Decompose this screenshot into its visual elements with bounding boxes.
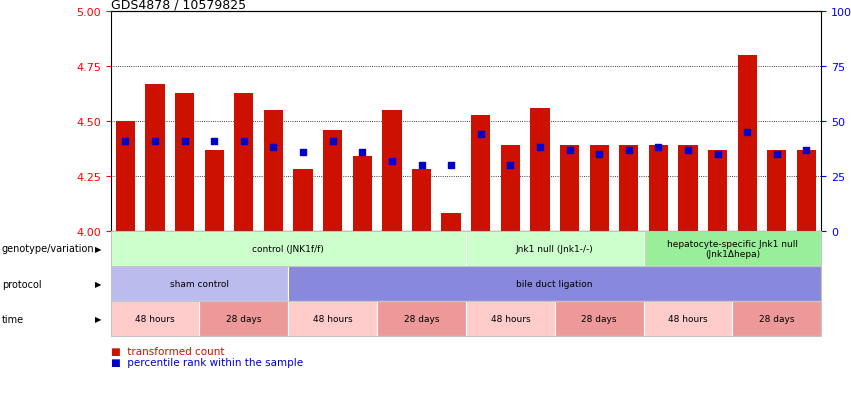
Point xyxy=(770,152,784,158)
Bar xyxy=(466,231,495,308)
Bar xyxy=(530,109,550,231)
Bar xyxy=(323,131,342,231)
Bar xyxy=(437,231,466,308)
Text: 48 hours: 48 hours xyxy=(490,315,530,323)
Bar xyxy=(140,231,170,308)
Text: 28 days: 28 days xyxy=(403,315,439,323)
Bar xyxy=(733,231,762,308)
Point xyxy=(533,145,546,152)
Point xyxy=(652,145,665,152)
Point xyxy=(800,147,814,154)
Point xyxy=(148,138,162,145)
Bar xyxy=(590,146,608,231)
Text: 48 hours: 48 hours xyxy=(668,315,708,323)
Point xyxy=(266,145,280,152)
Bar xyxy=(116,122,135,231)
Point xyxy=(444,162,458,169)
Text: ▶: ▶ xyxy=(94,315,101,323)
Text: 48 hours: 48 hours xyxy=(313,315,352,323)
Text: Jnk1 null (Jnk1-/-): Jnk1 null (Jnk1-/-) xyxy=(516,244,594,253)
Point xyxy=(563,147,576,154)
Bar xyxy=(352,157,372,231)
Bar xyxy=(762,231,791,308)
Point xyxy=(356,149,369,156)
Bar xyxy=(199,231,229,308)
Text: GDS4878 / 10579825: GDS4878 / 10579825 xyxy=(111,0,246,11)
Bar xyxy=(585,231,614,308)
Bar xyxy=(146,85,164,231)
Bar xyxy=(407,231,437,308)
Bar xyxy=(614,231,643,308)
Text: 48 hours: 48 hours xyxy=(135,315,174,323)
Text: ▶: ▶ xyxy=(94,280,101,288)
Text: 28 days: 28 days xyxy=(226,315,261,323)
Bar xyxy=(703,231,733,308)
Bar xyxy=(673,231,703,308)
Point xyxy=(386,158,399,164)
Bar xyxy=(768,150,786,231)
Text: bile duct ligation: bile duct ligation xyxy=(517,280,593,288)
Text: genotype/variation: genotype/variation xyxy=(2,244,94,254)
Bar xyxy=(442,214,460,231)
Text: control (JNK1f/f): control (JNK1f/f) xyxy=(253,244,324,253)
Point xyxy=(296,149,310,156)
Bar xyxy=(560,146,580,231)
Bar xyxy=(229,231,259,308)
Bar xyxy=(620,146,638,231)
Bar xyxy=(495,231,525,308)
Point xyxy=(711,152,724,158)
Bar xyxy=(678,146,698,231)
Bar xyxy=(797,150,816,231)
Point xyxy=(118,138,132,145)
Bar xyxy=(259,231,288,308)
Bar xyxy=(555,231,585,308)
Point xyxy=(622,147,636,154)
Text: ■  percentile rank within the sample: ■ percentile rank within the sample xyxy=(111,357,303,367)
Text: ▶: ▶ xyxy=(94,244,101,253)
Text: 28 days: 28 days xyxy=(759,315,795,323)
Bar xyxy=(471,115,490,231)
Point xyxy=(237,138,251,145)
Point xyxy=(178,138,191,145)
Bar xyxy=(791,231,821,308)
Text: protocol: protocol xyxy=(2,279,42,289)
Text: 28 days: 28 days xyxy=(581,315,617,323)
Bar xyxy=(347,231,377,308)
Bar xyxy=(175,93,194,231)
Bar xyxy=(377,231,407,308)
Bar xyxy=(500,146,520,231)
Bar xyxy=(288,231,318,308)
Point xyxy=(474,132,488,138)
Point xyxy=(208,138,221,145)
Point xyxy=(592,152,606,158)
Text: ■  transformed count: ■ transformed count xyxy=(111,346,224,356)
Bar xyxy=(204,150,224,231)
Text: hepatocyte-specific Jnk1 null
(Jnk1Δhepa): hepatocyte-specific Jnk1 null (Jnk1Δhepa… xyxy=(667,239,798,259)
Point xyxy=(326,138,340,145)
Bar xyxy=(111,231,140,308)
Bar xyxy=(643,231,673,308)
Bar xyxy=(234,93,254,231)
Bar xyxy=(170,231,199,308)
Bar xyxy=(318,231,347,308)
Point xyxy=(740,129,754,136)
Bar xyxy=(382,111,402,231)
Point xyxy=(414,162,428,169)
Bar xyxy=(525,231,555,308)
Bar xyxy=(412,170,431,231)
Text: time: time xyxy=(2,314,24,324)
Bar xyxy=(648,146,668,231)
Bar xyxy=(738,56,757,231)
Bar xyxy=(294,170,312,231)
Text: sham control: sham control xyxy=(170,280,229,288)
Bar xyxy=(264,111,283,231)
Point xyxy=(681,147,694,154)
Bar xyxy=(708,150,728,231)
Point xyxy=(504,162,517,169)
